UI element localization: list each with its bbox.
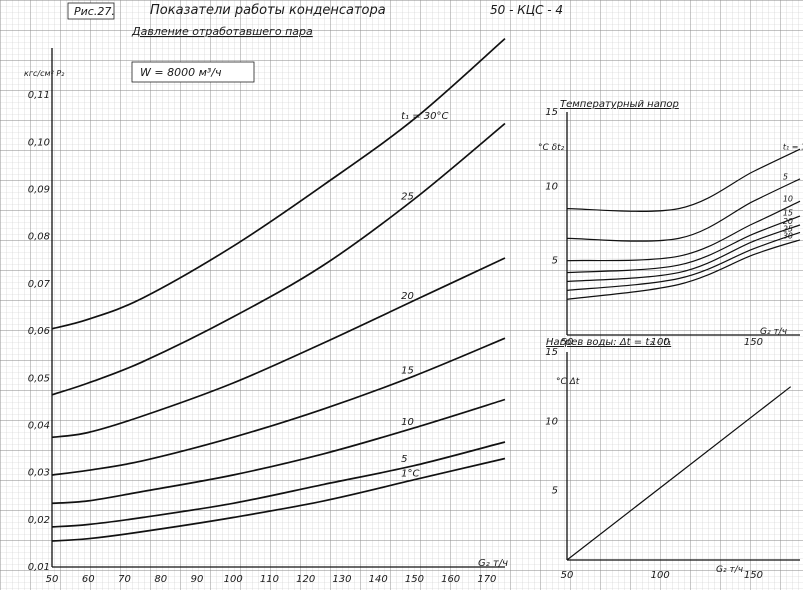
temperature-head-chart: Температурный напор °C δt₂ G₂ т/ч 50 100 1… — [538, 99, 803, 348]
pressure-x-tick: 80 — [154, 574, 167, 585]
model-label: 50 - КЦС - 4 — [490, 3, 563, 17]
pressure-x-tick: 160 — [441, 574, 460, 585]
water-heating-chart: Нагрев воды: Δt = t₂ - t₁ °C Δt G₂ т/ч 5… — [545, 337, 800, 581]
pressure-x-tick: 120 — [296, 574, 315, 585]
temp-series-label: 25 — [783, 224, 793, 233]
pressure-x-tick: 70 — [118, 574, 131, 585]
pressure-y-tick: 0,05 — [28, 373, 50, 384]
heat-x-label: G₂ т/ч — [716, 565, 743, 575]
pressure-x-tick: 130 — [332, 574, 351, 585]
heat-y-tick: 15 — [545, 347, 558, 358]
heat-y-label: °C Δt — [556, 377, 580, 387]
temp-y-tick: 15 — [545, 107, 558, 118]
temp-series-line — [566, 200, 801, 262]
pressure-series-line — [51, 122, 506, 396]
temp-series-line — [566, 178, 801, 242]
pressure-x-tick: 50 — [46, 574, 59, 585]
pressure-x-tick: 90 — [191, 574, 204, 585]
heat-x-tick: 100 — [651, 570, 670, 581]
heat-x-tick: 150 — [744, 570, 763, 581]
temp-title: Температурный напор — [560, 99, 679, 110]
pressure-y-tick: 0,02 — [28, 515, 50, 526]
subtitle: Давление отработавшего пара — [131, 25, 313, 38]
temp-y-label: °C δt₂ — [538, 143, 565, 153]
temp-series-line — [566, 231, 801, 291]
pressure-series-line — [51, 337, 506, 476]
pressure-series-line — [51, 257, 506, 439]
temp-x-tick: 50 — [561, 337, 574, 348]
pressure-y-tick: 0,09 — [28, 185, 50, 196]
pressure-series-label: t₁ = 30°C — [401, 111, 448, 122]
heat-x-tick: 50 — [561, 570, 574, 581]
temp-series-line — [566, 239, 801, 300]
pressure-y-tick: 0,11 — [28, 90, 50, 101]
pressure-y-tick: 0,04 — [28, 420, 50, 431]
pressure-x-tick: 170 — [477, 574, 496, 585]
temp-series-label: 20 — [783, 217, 793, 226]
pressure-y-tick: 0,08 — [28, 232, 50, 243]
temp-series-label: 10 — [783, 195, 793, 204]
header: Рис.27. Показатели работы конденсатора 5… — [67, 2, 563, 83]
temp-series-line — [566, 148, 801, 212]
pressure-y-tick: 0,03 — [28, 468, 50, 479]
temp-y-tick: 5 — [552, 256, 558, 267]
fig-label-box — [67, 2, 115, 20]
temp-series-line — [566, 224, 801, 283]
page-title: Показатели работы конденсатора — [150, 3, 386, 18]
fig-label: Рис.27. — [74, 5, 115, 18]
pressure-y-tick: 0,06 — [28, 326, 50, 337]
temp-series-label: 30 — [783, 231, 793, 240]
pressure-x-tick: 100 — [224, 574, 243, 585]
pressure-series-label: 5 — [401, 454, 407, 465]
flow-label: W = 8000 м³/ч — [140, 66, 222, 79]
pressure-series-line — [51, 398, 506, 505]
pressure-series-label: 10 — [401, 417, 414, 428]
pressure-y-tick: 0,01 — [28, 562, 50, 573]
pressure-series-label: 15 — [401, 366, 414, 377]
flow-box — [131, 61, 255, 83]
pressure-series-line — [51, 441, 506, 528]
temp-x-label: G₂ т/ч — [760, 327, 787, 337]
heat-y-tick: 5 — [552, 486, 558, 497]
pressure-series-label: 20 — [401, 291, 414, 302]
temp-y-tick: 10 — [545, 181, 558, 192]
pressure-x-tick: 110 — [260, 574, 279, 585]
pressure-x-label: G₂ т/ч — [478, 558, 508, 569]
temp-x-tick: 150 — [744, 337, 763, 348]
heat-series-line — [566, 386, 792, 561]
pressure-series-line — [51, 457, 506, 542]
temp-series-line — [566, 215, 801, 274]
temp-series-label: 5 — [783, 172, 788, 181]
pressure-series-label: 1°C — [401, 468, 419, 479]
pressure-x-tick: 140 — [369, 574, 388, 585]
pressure-y-label: кгс/см² P₂ — [24, 69, 65, 78]
pressure-y-tick: 0,10 — [28, 137, 50, 148]
heat-y-tick: 10 — [545, 416, 558, 427]
heat-title: Нагрев воды: Δt = t₂ - t₁ — [546, 337, 671, 348]
pressure-x-tick: 150 — [405, 574, 424, 585]
temp-series-label: 15 — [783, 208, 793, 217]
temp-series-label: t₁ = 1°C — [783, 143, 803, 152]
pressure-series-line — [51, 37, 506, 330]
pressure-chart: кгс/см² P₂ G₂ т/ч 50 60 70 80 90 100 110 120 130… — [24, 37, 508, 585]
pressure-y-tick: 0,07 — [28, 279, 51, 290]
temp-x-tick: 100 — [651, 337, 670, 348]
pressure-x-tick: 60 — [82, 574, 95, 585]
pressure-series-label: 25 — [401, 191, 414, 202]
